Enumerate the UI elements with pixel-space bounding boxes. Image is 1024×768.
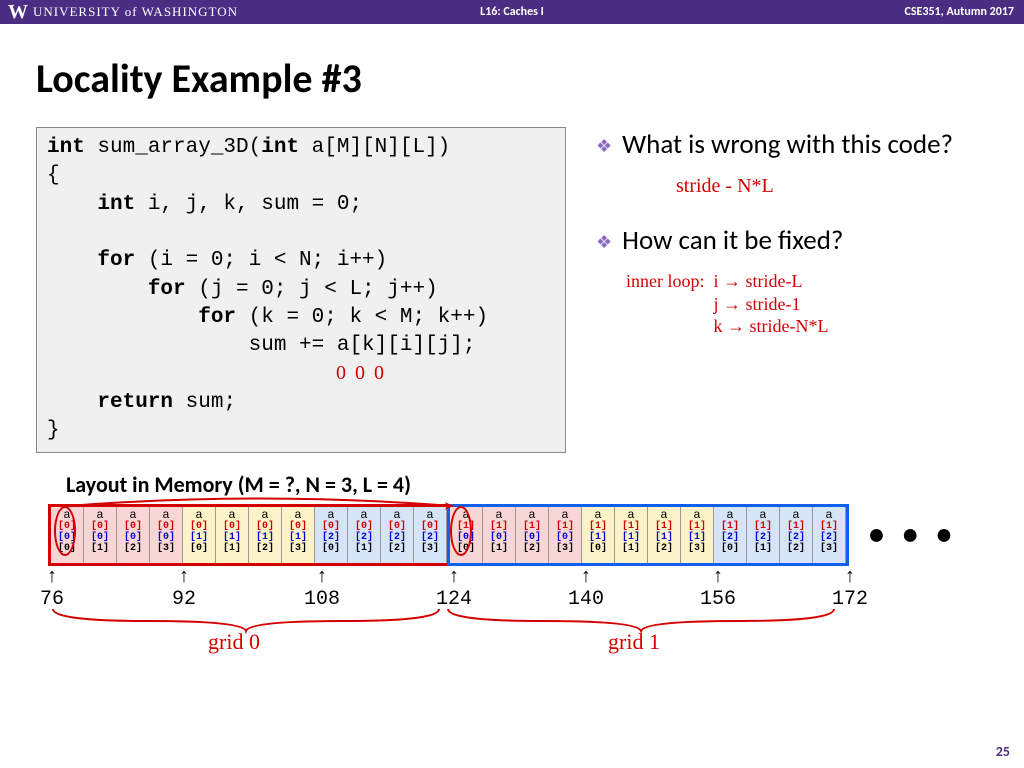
- address-label: 172: [832, 588, 868, 611]
- bullet-icon: ❖: [596, 135, 612, 158]
- mem-cell: a[0][0][1]: [84, 507, 117, 563]
- mem-cell: a[1][0][2]: [516, 507, 549, 563]
- mem-cell: a[0][2][3]: [414, 507, 447, 563]
- page-number: 25: [996, 743, 1010, 760]
- mem-cell: a[0][2][2]: [381, 507, 414, 563]
- zeros-annotation: 0 0 0: [336, 361, 386, 386]
- circle-a100: [450, 506, 472, 556]
- grid-0: a[0][0][0]a[0][0][1]a[0][0][2]a[0][0][3]…: [48, 504, 450, 566]
- ellipsis: • • •: [869, 516, 957, 553]
- brace-icon: [48, 609, 868, 639]
- mem-cell: a[0][1][1]: [216, 507, 249, 563]
- slide-header: WUNIVERSITY of WASHINGTON L16: Caches I …: [0, 0, 1024, 24]
- mem-cell: a[1][2][3]: [813, 507, 846, 563]
- questions-column: ❖ What is wrong with this code? stride -…: [596, 127, 988, 453]
- mem-cell: a[1][2][0]: [714, 507, 747, 563]
- grid-1: a[1][0][0]a[1][0][1]a[1][0][2]a[1][0][3]…: [447, 504, 849, 566]
- mem-cell: a[0][0][2]: [117, 507, 150, 563]
- address-label: 108: [304, 588, 340, 611]
- mem-cell: a[0][1][3]: [282, 507, 315, 563]
- mem-cell: a[1][1][0]: [582, 507, 615, 563]
- lecture-title: L16: Caches I: [480, 5, 544, 19]
- grid1-label: grid 1: [608, 629, 660, 655]
- memory-layout: a[0][0][0]a[0][0][1]a[0][0][2]a[0][0][3]…: [48, 504, 988, 616]
- address-label: 124: [436, 588, 472, 611]
- mem-cell: a[1][0][1]: [483, 507, 516, 563]
- code-block: int sum_array_3D(int a[M][N][L]) { int i…: [36, 127, 566, 453]
- mem-cell: a[0][0][3]: [150, 507, 183, 563]
- mem-cell: a[1][0][3]: [549, 507, 582, 563]
- bullet-icon: ❖: [596, 231, 612, 254]
- mem-cell: a[0][2][0]: [315, 507, 348, 563]
- mem-cell: a[1][1][2]: [648, 507, 681, 563]
- address-label: 156: [700, 588, 736, 611]
- mem-cell: a[0][1][2]: [249, 507, 282, 563]
- circle-a000: [54, 506, 76, 556]
- bullet-1: ❖ What is wrong with this code?: [596, 127, 988, 162]
- inner-loop-annotation: inner loop: i → stride-L inner loop: j →…: [626, 270, 988, 338]
- page-title: Locality Example #3: [36, 54, 988, 103]
- mem-cell: a[0][1][0]: [183, 507, 216, 563]
- address-label: 76: [40, 588, 64, 611]
- course-term: CSE351, Autumn 2017: [905, 5, 1014, 19]
- mem-cell: a[1][2][1]: [747, 507, 780, 563]
- grid0-label: grid 0: [208, 629, 260, 655]
- uw-logo: WUNIVERSITY of WASHINGTON: [0, 1, 238, 24]
- mem-cell: a[0][2][1]: [348, 507, 381, 563]
- stride-annotation: stride - N*L: [676, 174, 988, 199]
- memory-layout-header: Layout in Memory (M = ?, N = 3, L = 4): [66, 471, 988, 498]
- bullet-2: ❖ How can it be fixed?: [596, 223, 988, 258]
- address-label: 92: [172, 588, 196, 611]
- address-label: 140: [568, 588, 604, 611]
- mem-cell: a[1][1][3]: [681, 507, 714, 563]
- mem-cell: a[1][1][1]: [615, 507, 648, 563]
- mem-cell: a[1][2][2]: [780, 507, 813, 563]
